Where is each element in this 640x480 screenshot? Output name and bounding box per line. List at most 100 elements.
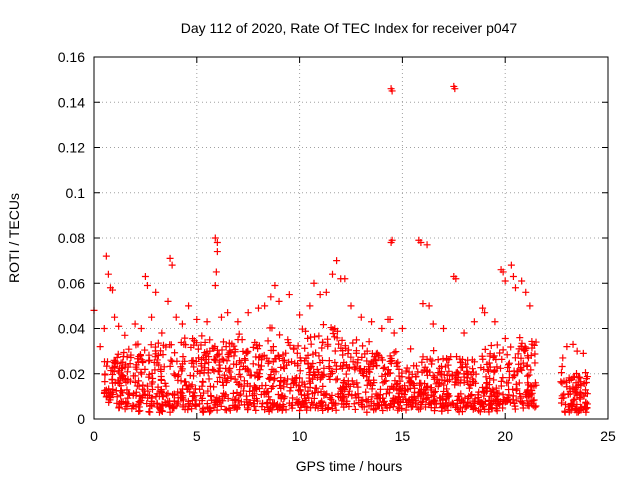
data-point (328, 391, 336, 399)
data-point (129, 401, 137, 409)
data-point (318, 373, 326, 381)
data-point (388, 357, 396, 365)
data-point (451, 85, 459, 93)
data-point (207, 407, 215, 415)
data-point (512, 380, 520, 388)
data-point (518, 399, 526, 407)
data-point (381, 363, 389, 371)
data-point (557, 369, 565, 377)
data-point (559, 354, 567, 362)
data-point (417, 399, 425, 407)
data-point (120, 375, 128, 383)
data-point (307, 404, 315, 412)
data-point (427, 404, 435, 412)
data-point (101, 378, 109, 386)
y-tick-label: 0.16 (58, 49, 85, 65)
data-point (235, 380, 243, 388)
data-point (151, 366, 159, 374)
data-point (213, 239, 221, 247)
data-point (257, 362, 265, 370)
data-point (512, 386, 520, 394)
data-point (312, 384, 320, 392)
data-point (229, 389, 237, 397)
data-point (178, 320, 186, 328)
data-point (304, 334, 312, 342)
data-point (199, 377, 207, 385)
data-point (573, 347, 581, 355)
data-point (168, 261, 176, 269)
data-point (117, 391, 125, 399)
data-point (296, 311, 304, 319)
data-point (524, 379, 532, 387)
data-point (102, 252, 110, 260)
data-point (532, 338, 540, 346)
data-point (117, 359, 125, 367)
data-point (220, 371, 228, 379)
data-point (325, 357, 333, 365)
data-point (441, 377, 449, 385)
data-point (158, 392, 166, 400)
data-point (390, 329, 398, 337)
data-point (177, 377, 185, 385)
data-point (115, 399, 123, 407)
data-point (434, 369, 442, 377)
data-point (528, 400, 536, 408)
data-point (241, 356, 249, 364)
data-point (250, 396, 258, 404)
data-point (239, 362, 247, 370)
data-point (141, 272, 149, 280)
data-point (497, 364, 505, 372)
data-point (326, 375, 334, 383)
data-point (402, 406, 410, 414)
data-point (320, 364, 328, 372)
data-point (419, 300, 427, 308)
data-point (330, 399, 338, 407)
data-point (307, 340, 315, 348)
data-point (166, 408, 174, 416)
data-point (234, 318, 242, 326)
data-point (352, 394, 360, 402)
data-point (485, 408, 493, 416)
data-point (136, 399, 144, 407)
data-point (469, 365, 477, 373)
data-point (443, 391, 451, 399)
data-point (135, 407, 143, 415)
data-point (515, 345, 523, 353)
data-point (189, 356, 197, 364)
data-point (430, 396, 438, 404)
data-point (464, 401, 472, 409)
data-point (483, 387, 491, 395)
data-point (304, 351, 312, 359)
data-point (558, 394, 566, 402)
data-point (440, 325, 448, 332)
data-point (368, 318, 376, 326)
data-point (417, 239, 425, 247)
data-point (577, 380, 585, 388)
data-point (267, 293, 275, 301)
data-point (485, 367, 493, 375)
chart-title: Day 112 of 2020, Rate Of TEC Index for r… (181, 20, 518, 36)
data-point (121, 405, 129, 413)
data-point (271, 282, 279, 290)
data-point (461, 394, 469, 402)
data-point (235, 330, 243, 338)
data-point (170, 370, 178, 378)
data-point (527, 391, 535, 399)
data-point (181, 357, 189, 365)
data-point (424, 382, 432, 390)
data-point (443, 354, 451, 362)
data-point (275, 354, 283, 362)
data-point (528, 389, 536, 397)
data-point (517, 393, 525, 401)
data-point (481, 345, 489, 353)
data-point (203, 348, 211, 356)
data-point (444, 406, 452, 414)
data-point (431, 397, 439, 405)
data-point (318, 344, 326, 352)
data-point (275, 297, 283, 305)
data-point (354, 356, 362, 364)
data-point (357, 401, 365, 409)
data-point (403, 398, 411, 406)
data-point (396, 398, 404, 406)
data-point (463, 363, 471, 371)
